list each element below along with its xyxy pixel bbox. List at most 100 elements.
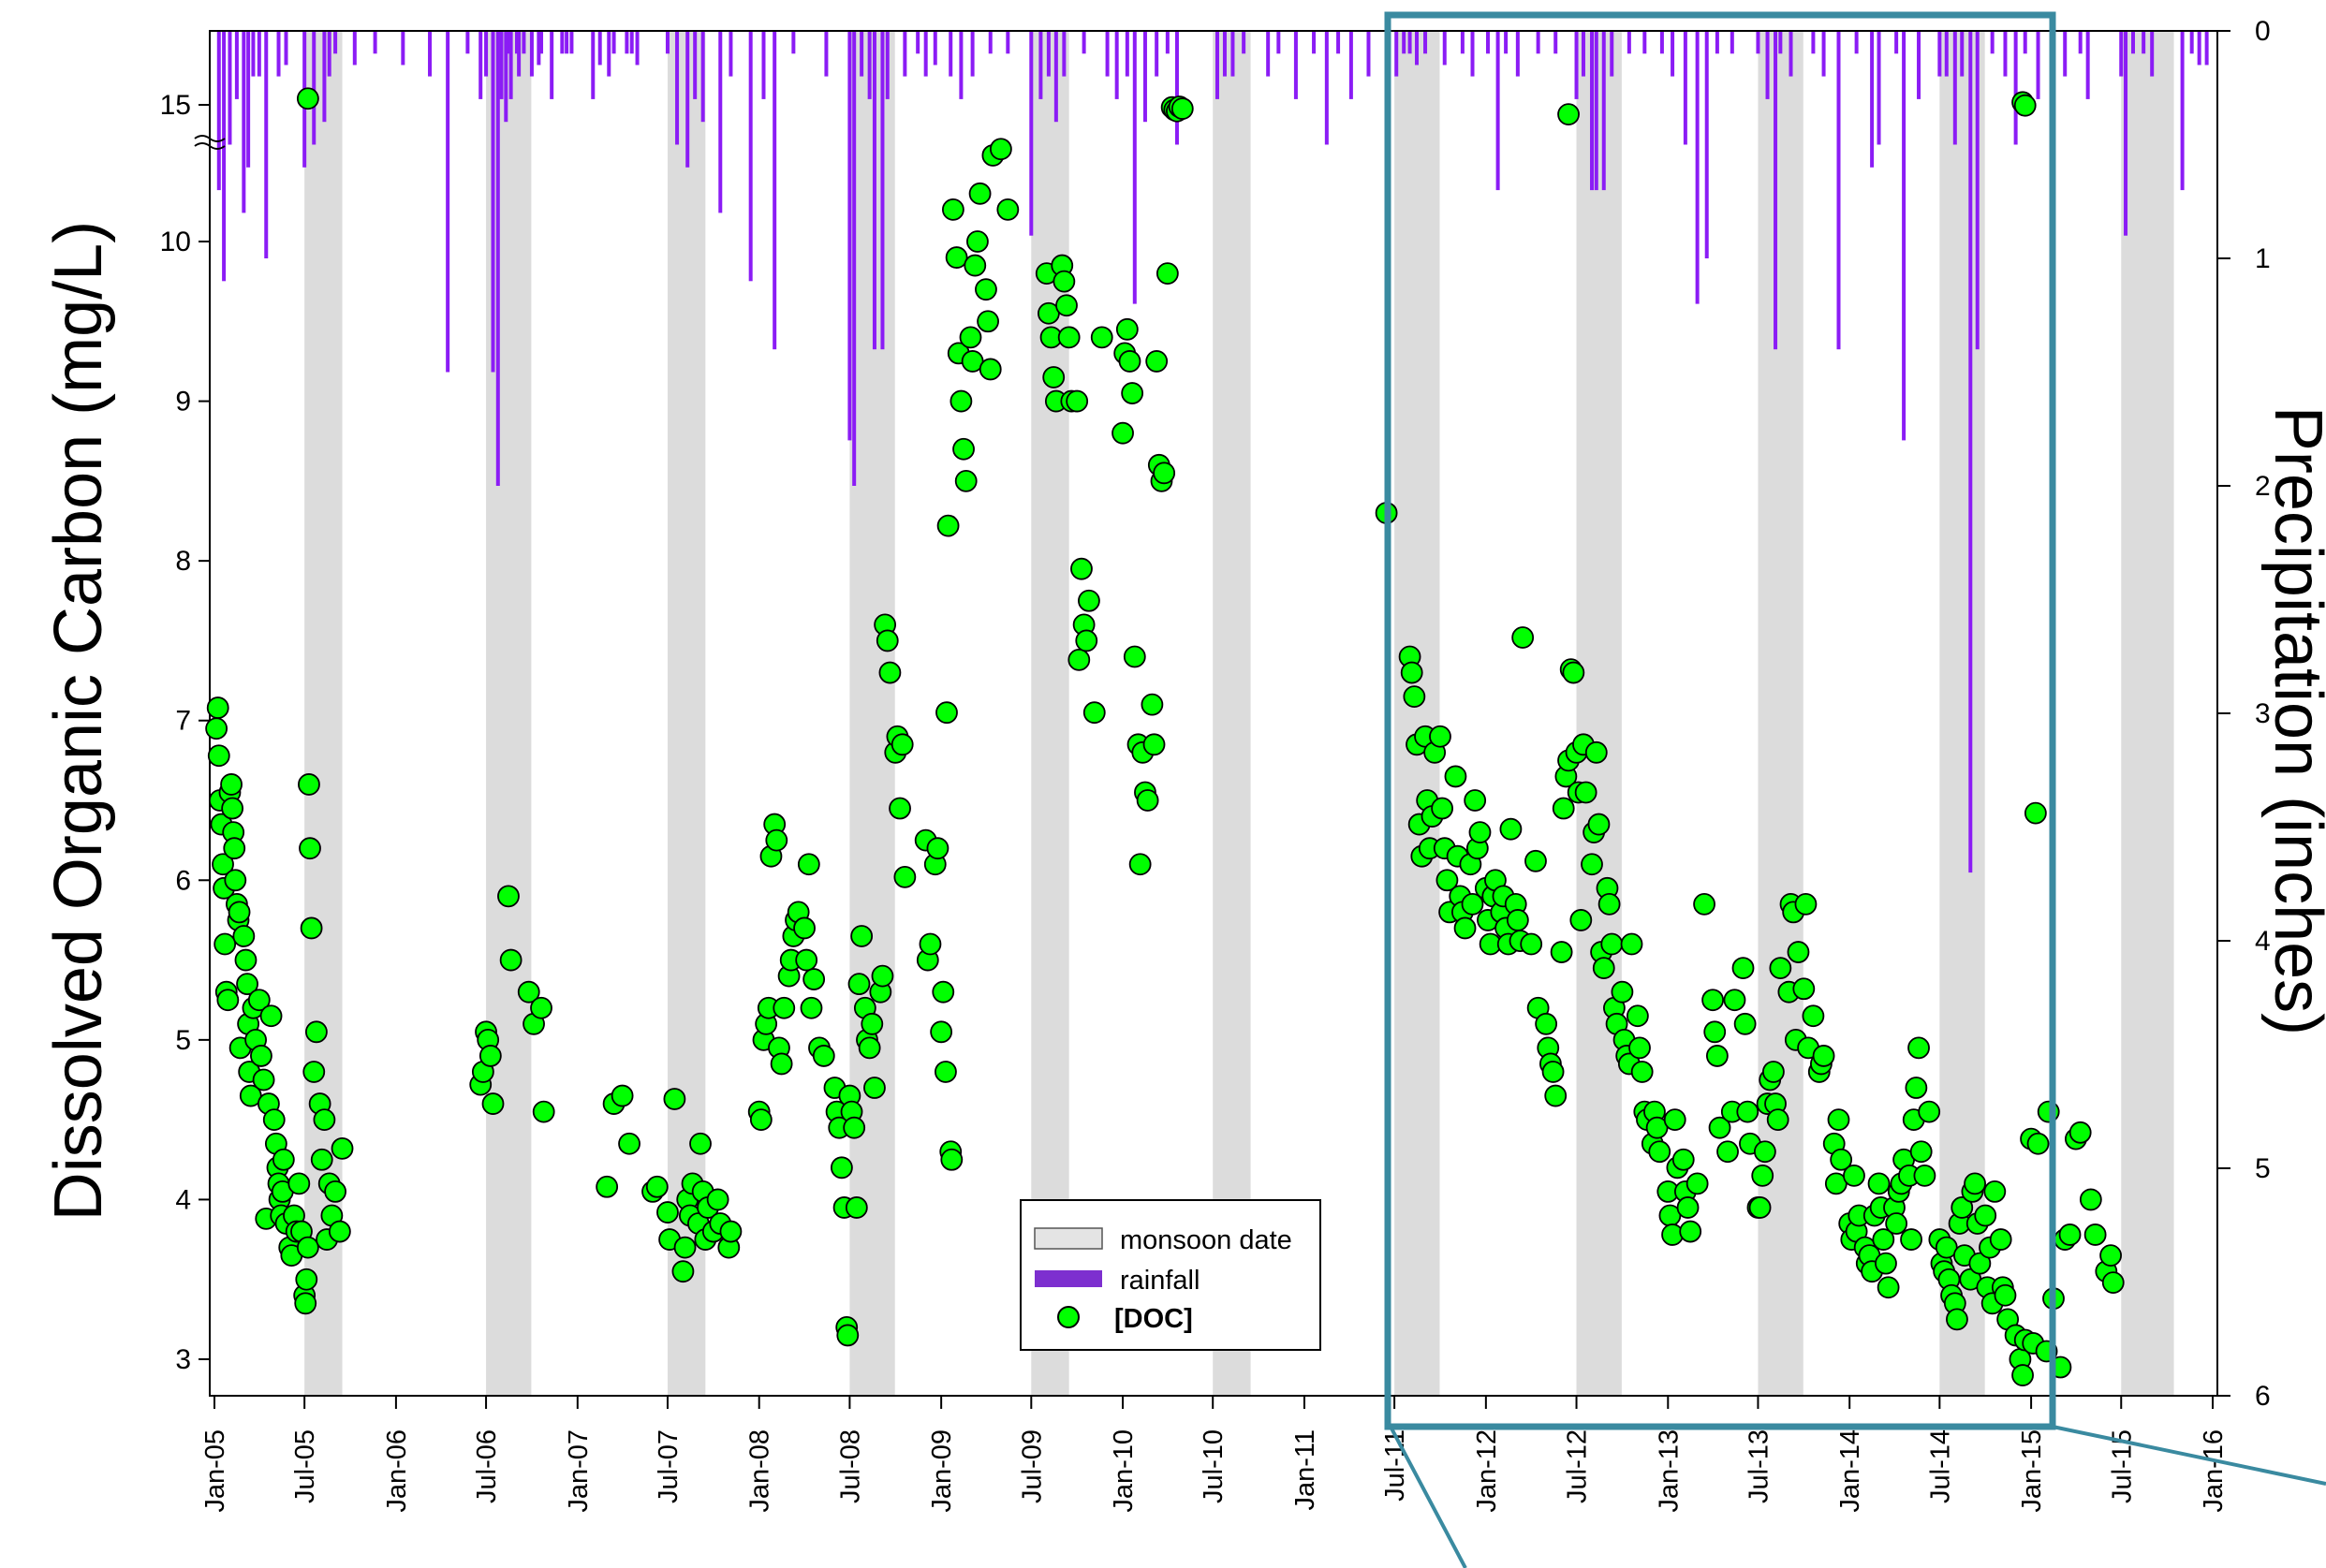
- x-tick-label-15: Jul-12: [1563, 1429, 1593, 1503]
- rain-bar-102: [1402, 31, 1406, 53]
- rain-bar-109: [1486, 31, 1490, 53]
- y2-tick-label-1: 1: [2255, 243, 2271, 274]
- monsoon-band-6: [1394, 31, 1439, 1396]
- highlight-connector-right: [2053, 1427, 2326, 1484]
- doc-point-0: [206, 718, 227, 739]
- rain-bar-167: [2205, 31, 2209, 65]
- rain-bar-52: [718, 31, 722, 212]
- doc-point-282: [1570, 910, 1591, 931]
- doc-point-162: [935, 1062, 956, 1082]
- rain-bar-2: [228, 31, 231, 145]
- doc-point-322: [1704, 1021, 1725, 1042]
- rain-bar-98: [1336, 31, 1340, 53]
- doc-point-73: [482, 1093, 503, 1114]
- doc-point-179: [980, 359, 1001, 379]
- doc-point-275: [1553, 799, 1574, 819]
- rain-bar-132: [1774, 31, 1777, 349]
- doc-point-334: [1752, 1165, 1773, 1186]
- doc-point-138: [848, 974, 869, 994]
- doc-point-434: [2015, 95, 2036, 116]
- y-axis-left: 34567891015: [160, 90, 210, 1375]
- doc-point-126: [814, 1046, 834, 1066]
- doc-point-213: [1141, 695, 1162, 715]
- doc-point-214: [1144, 734, 1165, 755]
- rain-bar-159: [2119, 31, 2123, 77]
- doc-point-55: [302, 917, 322, 938]
- doc-point-53: [299, 774, 319, 795]
- rain-bar-151: [2003, 31, 2007, 77]
- doc-point-215: [1146, 351, 1167, 372]
- rain-bar-14: [328, 31, 331, 77]
- x-tick-label-10: Jan-10: [1109, 1429, 1139, 1513]
- doc-point-296: [1612, 982, 1632, 1003]
- doc-point-21: [235, 950, 256, 971]
- doc-point-12: [222, 799, 243, 819]
- doc-point-353: [1814, 1046, 1834, 1066]
- rain-bar-25: [560, 31, 564, 53]
- rain-bar-66: [903, 31, 906, 77]
- doc-point-273: [1545, 1086, 1566, 1106]
- rain-bar-115: [1575, 31, 1579, 99]
- rain-bar-164: [2181, 31, 2185, 190]
- doc-point-50: [295, 1293, 316, 1313]
- rain-bar-36: [504, 31, 508, 122]
- doc-point-274: [1552, 942, 1572, 962]
- doc-point-103: [720, 1222, 741, 1242]
- doc-point-393: [1947, 1309, 1967, 1329]
- rain-bar-82: [1115, 31, 1119, 99]
- doc-point-201: [1092, 327, 1112, 347]
- doc-point-187: [1043, 367, 1064, 388]
- rain-bar-76: [1038, 31, 1042, 99]
- rain-bar-121: [1627, 31, 1631, 53]
- x-tick-label-17: Jul-13: [1744, 1429, 1774, 1503]
- doc-point-88: [664, 1089, 685, 1109]
- rain-bar-163: [2150, 31, 2154, 77]
- x-tick-label-3: Jul-06: [472, 1429, 502, 1503]
- doc-point-78: [531, 998, 552, 1018]
- y-tick-label-8: 15: [160, 90, 191, 121]
- doc-point-34: [264, 1109, 285, 1130]
- y-axis-title: Dissolved Organic Carbon (mg/L): [41, 221, 116, 1221]
- doc-point-207: [1125, 646, 1145, 667]
- rain-bar-144: [1937, 31, 1941, 77]
- doc-point-139: [851, 926, 872, 946]
- doc-point-195: [1068, 650, 1089, 670]
- doc-point-170: [953, 439, 974, 460]
- rain-bar-150: [1991, 31, 1995, 53]
- rain-bar-16: [353, 31, 357, 65]
- doc-point-432: [1558, 104, 1579, 125]
- doc-point-204: [1117, 319, 1138, 340]
- rain-bar-30: [401, 31, 405, 65]
- rain-bar-139: [1870, 31, 1874, 168]
- x-tick-label-9: Jul-09: [1017, 1429, 1047, 1503]
- x-tick-label-4: Jan-07: [564, 1429, 594, 1513]
- rain-bar-27: [598, 31, 602, 65]
- doc-point-424: [2060, 1224, 2081, 1245]
- rain-bar-110: [1496, 31, 1500, 190]
- doc-point-89: [672, 1261, 693, 1282]
- doc-point-399: [1965, 1173, 1985, 1194]
- legend-doc-label: [DOC]: [1114, 1304, 1193, 1334]
- doc-point-152: [890, 799, 910, 819]
- rain-bar-42: [565, 31, 568, 53]
- x-tick-label-6: Jan-08: [745, 1429, 775, 1513]
- doc-point-205: [1119, 351, 1140, 372]
- doc-point-123: [801, 998, 821, 1018]
- rain-bar-114: [1553, 31, 1557, 53]
- rain-bar-7: [258, 31, 261, 77]
- y-tick-label-1: 4: [175, 1184, 191, 1215]
- doc-point-182: [997, 199, 1018, 220]
- doc-point-237: [1430, 726, 1450, 747]
- doc-point-265: [1512, 627, 1533, 648]
- rain-bar-145: [1945, 31, 1949, 77]
- doc-point-133: [837, 1325, 858, 1345]
- rain-bar-46: [636, 31, 640, 65]
- doc-point-218: [1154, 462, 1174, 483]
- rain-bar-35: [496, 31, 500, 486]
- rain-bar-128: [1715, 31, 1719, 53]
- doc-point-219: [1157, 263, 1178, 284]
- doc-point-302: [1629, 1037, 1650, 1058]
- doc-point-51: [296, 1269, 317, 1290]
- doc-point-190: [1053, 271, 1074, 292]
- doc-point-333: [1750, 1197, 1771, 1218]
